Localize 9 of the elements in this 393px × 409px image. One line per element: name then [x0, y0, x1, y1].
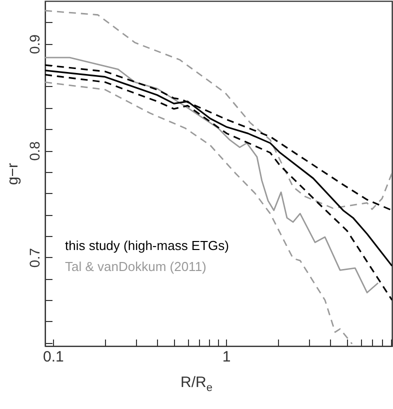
y-axis-title: g−r	[4, 162, 22, 186]
x-axis-title: R/R$_{e}$	[180, 374, 214, 394]
x-tick-label: 0.1	[42, 348, 64, 366]
y-tick-label: 0.8	[26, 141, 42, 161]
y-tick-label: 0.9	[26, 34, 42, 54]
y-tick-label: 0.7	[26, 248, 42, 268]
text: Tal & vanDokkum (2011)	[65, 259, 206, 274]
x-tick-label: 1	[222, 348, 231, 366]
text: this study (high-mass ETGs)	[65, 238, 229, 253]
